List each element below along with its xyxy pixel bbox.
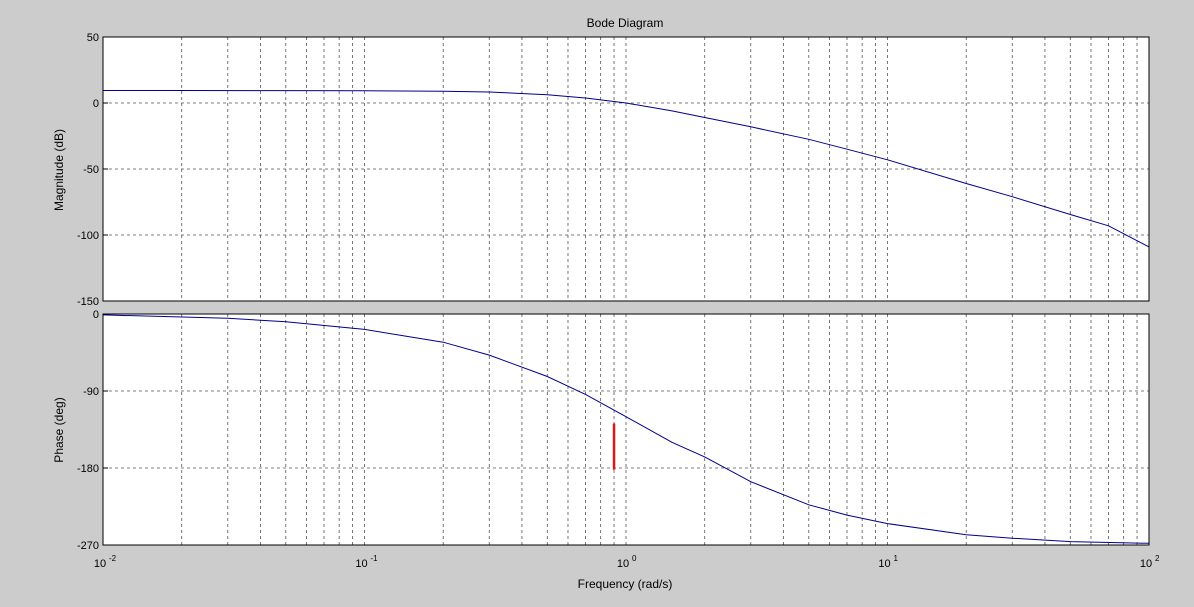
x-tick-exponent: 0 <box>632 554 637 563</box>
magnitude-axes-border <box>102 36 1150 302</box>
magnitude-ytick-label: -50 <box>83 164 99 176</box>
phase-ytick-label: 0 <box>93 309 99 321</box>
magnitude-ytick-label: 50 <box>87 32 99 44</box>
x-tick-label: 10 <box>617 558 629 570</box>
x-tick-exponent: 1 <box>894 554 899 563</box>
magnitude-ytick-label: -150 <box>77 296 99 308</box>
chart-title: Bode Diagram <box>587 16 664 30</box>
magnitude-ytick-label: 0 <box>93 98 99 110</box>
phase-ytick-label: -90 <box>83 386 99 398</box>
x-tick-label: 10 <box>1140 558 1152 570</box>
phase-ytick-label: -270 <box>77 540 99 552</box>
phase-ylabel: Phase (deg) <box>52 397 66 462</box>
magnitude-ylabel: Magnitude (dB) <box>52 129 66 211</box>
magnitude-series-line <box>103 90 1150 248</box>
x-tick-exponent: 2 <box>1155 554 1160 563</box>
x-tick-exponent: -2 <box>109 554 117 563</box>
phase-ytick-label: -180 <box>77 463 99 475</box>
x-tick-label: 10 <box>878 558 890 570</box>
x-tick-label: 10 <box>355 558 367 570</box>
x-tick-exponent: -1 <box>371 554 379 563</box>
x-tick-label: 10 <box>94 558 106 570</box>
phase-axes-border <box>102 313 1150 546</box>
phase-series-line <box>102 314 1150 544</box>
magnitude-ytick-label: -100 <box>77 230 99 242</box>
x-axis-label: Frequency (rad/s) <box>578 577 673 591</box>
magnitude-axes: 50 0 -50 -100 -150 <box>77 32 1150 308</box>
